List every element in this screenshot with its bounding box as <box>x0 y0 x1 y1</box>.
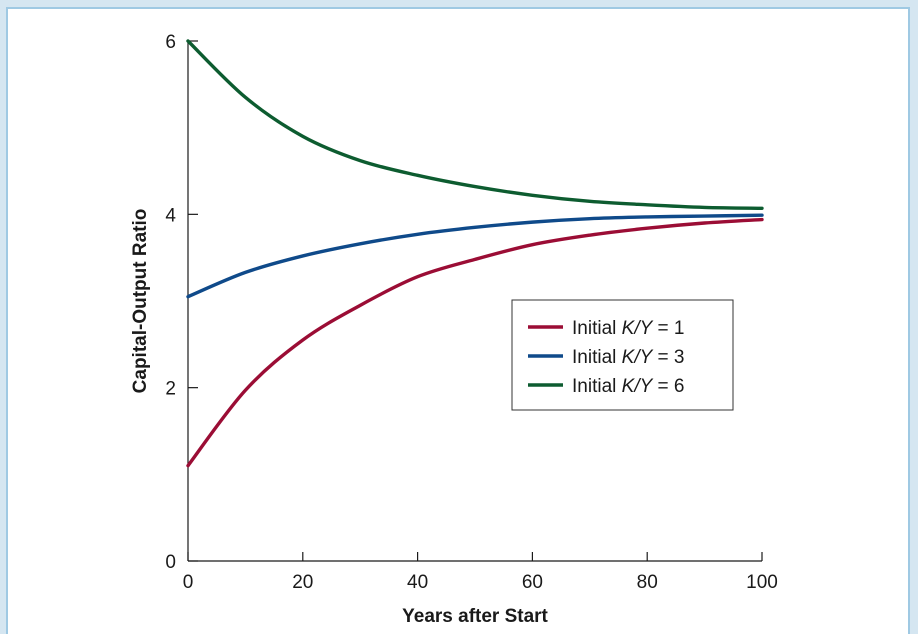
legend-label-suffix: = 1 <box>652 318 684 339</box>
x-tick-label: 40 <box>407 572 428 593</box>
legend-label-prefix: Initial <box>572 347 622 368</box>
series-line-3 <box>186 39 764 210</box>
legend-label-1: Initial K/Y = 1 <box>572 318 685 339</box>
x-tick-label: 20 <box>292 572 313 593</box>
x-tick-label: 100 <box>746 572 778 593</box>
y-tick-label: 2 <box>165 379 176 400</box>
x-ticks: 0 20 40 60 80 100 <box>183 552 778 593</box>
y-tick-label: 6 <box>165 32 176 53</box>
legend-label-prefix: Initial <box>572 318 622 339</box>
x-tick-label: 0 <box>183 572 194 593</box>
legend-label-prefix: Initial <box>572 376 622 397</box>
legend-label-2: Initial K/Y = 3 <box>572 347 685 368</box>
legend-label-variable: K/Y <box>622 318 654 339</box>
legend-label-suffix: = 6 <box>652 376 684 397</box>
y-tick-label: 0 <box>165 552 176 573</box>
axes <box>187 41 762 562</box>
chart-panel <box>6 7 910 634</box>
legend-label-variable: K/Y <box>622 347 654 368</box>
y-axis-title: Capital-Output Ratio <box>130 209 151 394</box>
series-line-2 <box>186 213 764 299</box>
x-axis-title: Years after Start <box>402 606 548 627</box>
series-lines <box>186 39 764 468</box>
x-tick-label: 60 <box>522 572 543 593</box>
y-tick-label: 4 <box>165 205 176 226</box>
y-ticks: 0 2 4 6 <box>165 32 198 573</box>
series-line-1 <box>186 217 764 468</box>
legend-label-suffix: = 3 <box>652 347 684 368</box>
legend-label-variable: K/Y <box>622 376 654 397</box>
legend-label-3: Initial K/Y = 6 <box>572 376 685 397</box>
x-tick-label: 80 <box>637 572 658 593</box>
